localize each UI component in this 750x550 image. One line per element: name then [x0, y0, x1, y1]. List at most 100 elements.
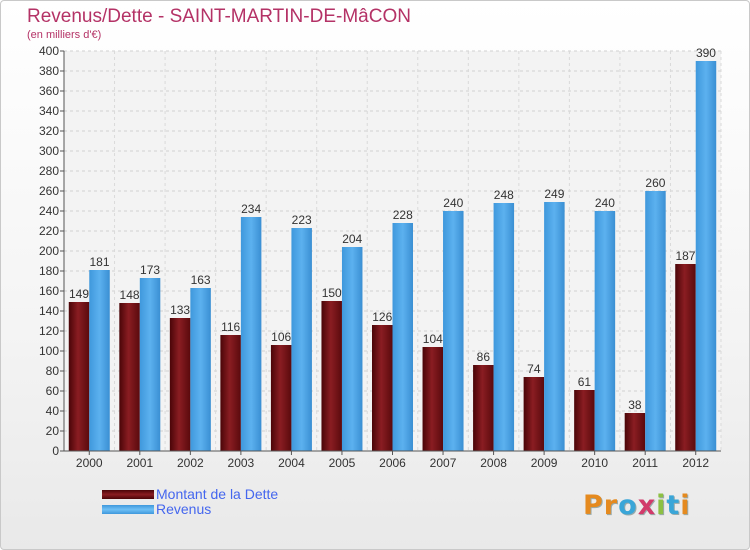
data-label-dette: 149	[69, 287, 89, 301]
logo-letter: i	[680, 490, 691, 521]
data-label-revenus: 181	[90, 255, 110, 269]
logo-letter: o	[618, 490, 638, 521]
x-tick-label: 2007	[430, 456, 457, 470]
bar-revenus-2006	[392, 223, 413, 451]
data-label-dette: 116	[221, 320, 240, 334]
bar-revenus-2012	[695, 61, 717, 451]
y-tick-label: 240	[39, 204, 59, 218]
y-tick-label: 80	[46, 364, 60, 378]
bar-revenus-2002	[190, 288, 211, 451]
legend-swatch-revenus	[102, 505, 154, 514]
data-label-revenus: 249	[544, 187, 564, 201]
y-tick-label: 380	[39, 64, 59, 78]
y-tick-label: 140	[39, 304, 59, 318]
bar-dette-2012	[675, 264, 696, 451]
data-label-revenus: 223	[292, 213, 312, 227]
data-label-dette: 74	[527, 362, 541, 376]
bar-dette-2005	[321, 301, 342, 451]
bar-dette-2002	[169, 318, 191, 451]
bar-revenus-2001	[139, 278, 161, 451]
chart-subtitle: (en milliers d'€)	[27, 29, 102, 41]
logo-letter: P	[583, 490, 604, 521]
y-tick-label: 40	[46, 404, 60, 418]
logo-letter: i	[656, 490, 667, 521]
x-tick-label: 2004	[278, 456, 305, 470]
y-tick-label: 300	[39, 144, 59, 158]
logo-letter: r	[603, 490, 619, 521]
bar-dette-2011	[624, 413, 646, 451]
data-label-revenus: 260	[645, 176, 665, 190]
data-label-dette: 106	[271, 330, 291, 344]
data-label-dette: 61	[578, 375, 592, 389]
bar-revenus-2005	[341, 247, 363, 451]
y-tick-label: 320	[39, 124, 59, 138]
data-label-dette: 86	[477, 350, 491, 364]
x-tick-label: 2002	[177, 456, 204, 470]
data-label-revenus: 204	[342, 232, 362, 246]
data-label-revenus: 173	[140, 263, 160, 277]
x-tick-label: 2009	[531, 456, 558, 470]
data-label-dette: 104	[423, 332, 443, 346]
data-label-revenus: 390	[696, 46, 716, 60]
bar-dette-2009	[523, 377, 545, 451]
y-tick-label: 400	[39, 44, 59, 58]
y-tick-label: 0	[52, 444, 59, 458]
x-tick-label: 2005	[329, 456, 356, 470]
y-tick-label: 260	[39, 184, 59, 198]
bar-revenus-2003	[240, 217, 262, 451]
data-label-dette: 187	[675, 249, 695, 263]
y-tick-label: 340	[39, 104, 59, 118]
x-tick-label: 2000	[76, 456, 103, 470]
bar-revenus-2000	[89, 270, 110, 451]
data-label-dette: 133	[170, 303, 190, 317]
data-label-revenus: 163	[191, 273, 211, 287]
data-label-revenus: 240	[595, 196, 615, 210]
logo-letter: t	[666, 490, 681, 521]
data-label-dette: 150	[322, 286, 342, 300]
legend-label-revenus: Revenus	[156, 501, 212, 517]
x-tick-label: 2010	[581, 456, 608, 470]
legend-swatch-debt	[102, 490, 154, 499]
y-tick-label: 220	[39, 224, 59, 238]
legend-label-debt: Montant de la Dette	[156, 486, 279, 502]
chart-title: Revenus/Dette - SAINT-MARTIN-DE-MâCON	[27, 6, 411, 27]
bar-dette-2007	[422, 347, 444, 451]
bar-dette-2006	[372, 325, 393, 451]
bar-revenus-2009	[544, 202, 565, 451]
bar-revenus-2011	[645, 191, 666, 451]
bar-dette-2003	[220, 335, 241, 451]
x-tick-label: 2006	[379, 456, 406, 470]
x-tick-label: 2012	[682, 456, 709, 470]
y-tick-label: 200	[39, 244, 59, 258]
x-tick-label: 2011	[632, 456, 658, 470]
y-tick-label: 100	[39, 344, 59, 358]
y-tick-label: 60	[46, 384, 60, 398]
bar-dette-2010	[574, 390, 595, 451]
y-tick-label: 180	[39, 264, 59, 278]
bar-revenus-2007	[443, 211, 464, 451]
data-label-revenus: 248	[494, 188, 514, 202]
y-tick-label: 160	[39, 284, 59, 298]
x-tick-label: 2001	[126, 456, 153, 470]
data-label-revenus: 234	[241, 202, 261, 216]
bar-dette-2000	[68, 302, 90, 451]
y-tick-label: 280	[39, 164, 59, 178]
x-tick-label: 2008	[480, 456, 507, 470]
bar-revenus-2010	[594, 211, 616, 451]
bar-dette-2008	[473, 365, 494, 451]
data-label-revenus: 228	[393, 208, 413, 222]
y-tick-label: 120	[39, 324, 59, 338]
y-tick-label: 360	[39, 84, 59, 98]
y-tick-label: 20	[46, 424, 60, 438]
x-tick-label: 2003	[228, 456, 255, 470]
bar-revenus-2004	[291, 228, 312, 451]
bar-dette-2004	[270, 345, 292, 451]
data-label-dette: 126	[372, 310, 392, 324]
bar-dette-2001	[119, 303, 140, 451]
data-label-revenus: 240	[443, 196, 463, 210]
data-label-dette: 38	[628, 398, 642, 412]
proxiti-logo: Proxiti	[583, 490, 691, 521]
logo-letter: x	[637, 490, 657, 521]
